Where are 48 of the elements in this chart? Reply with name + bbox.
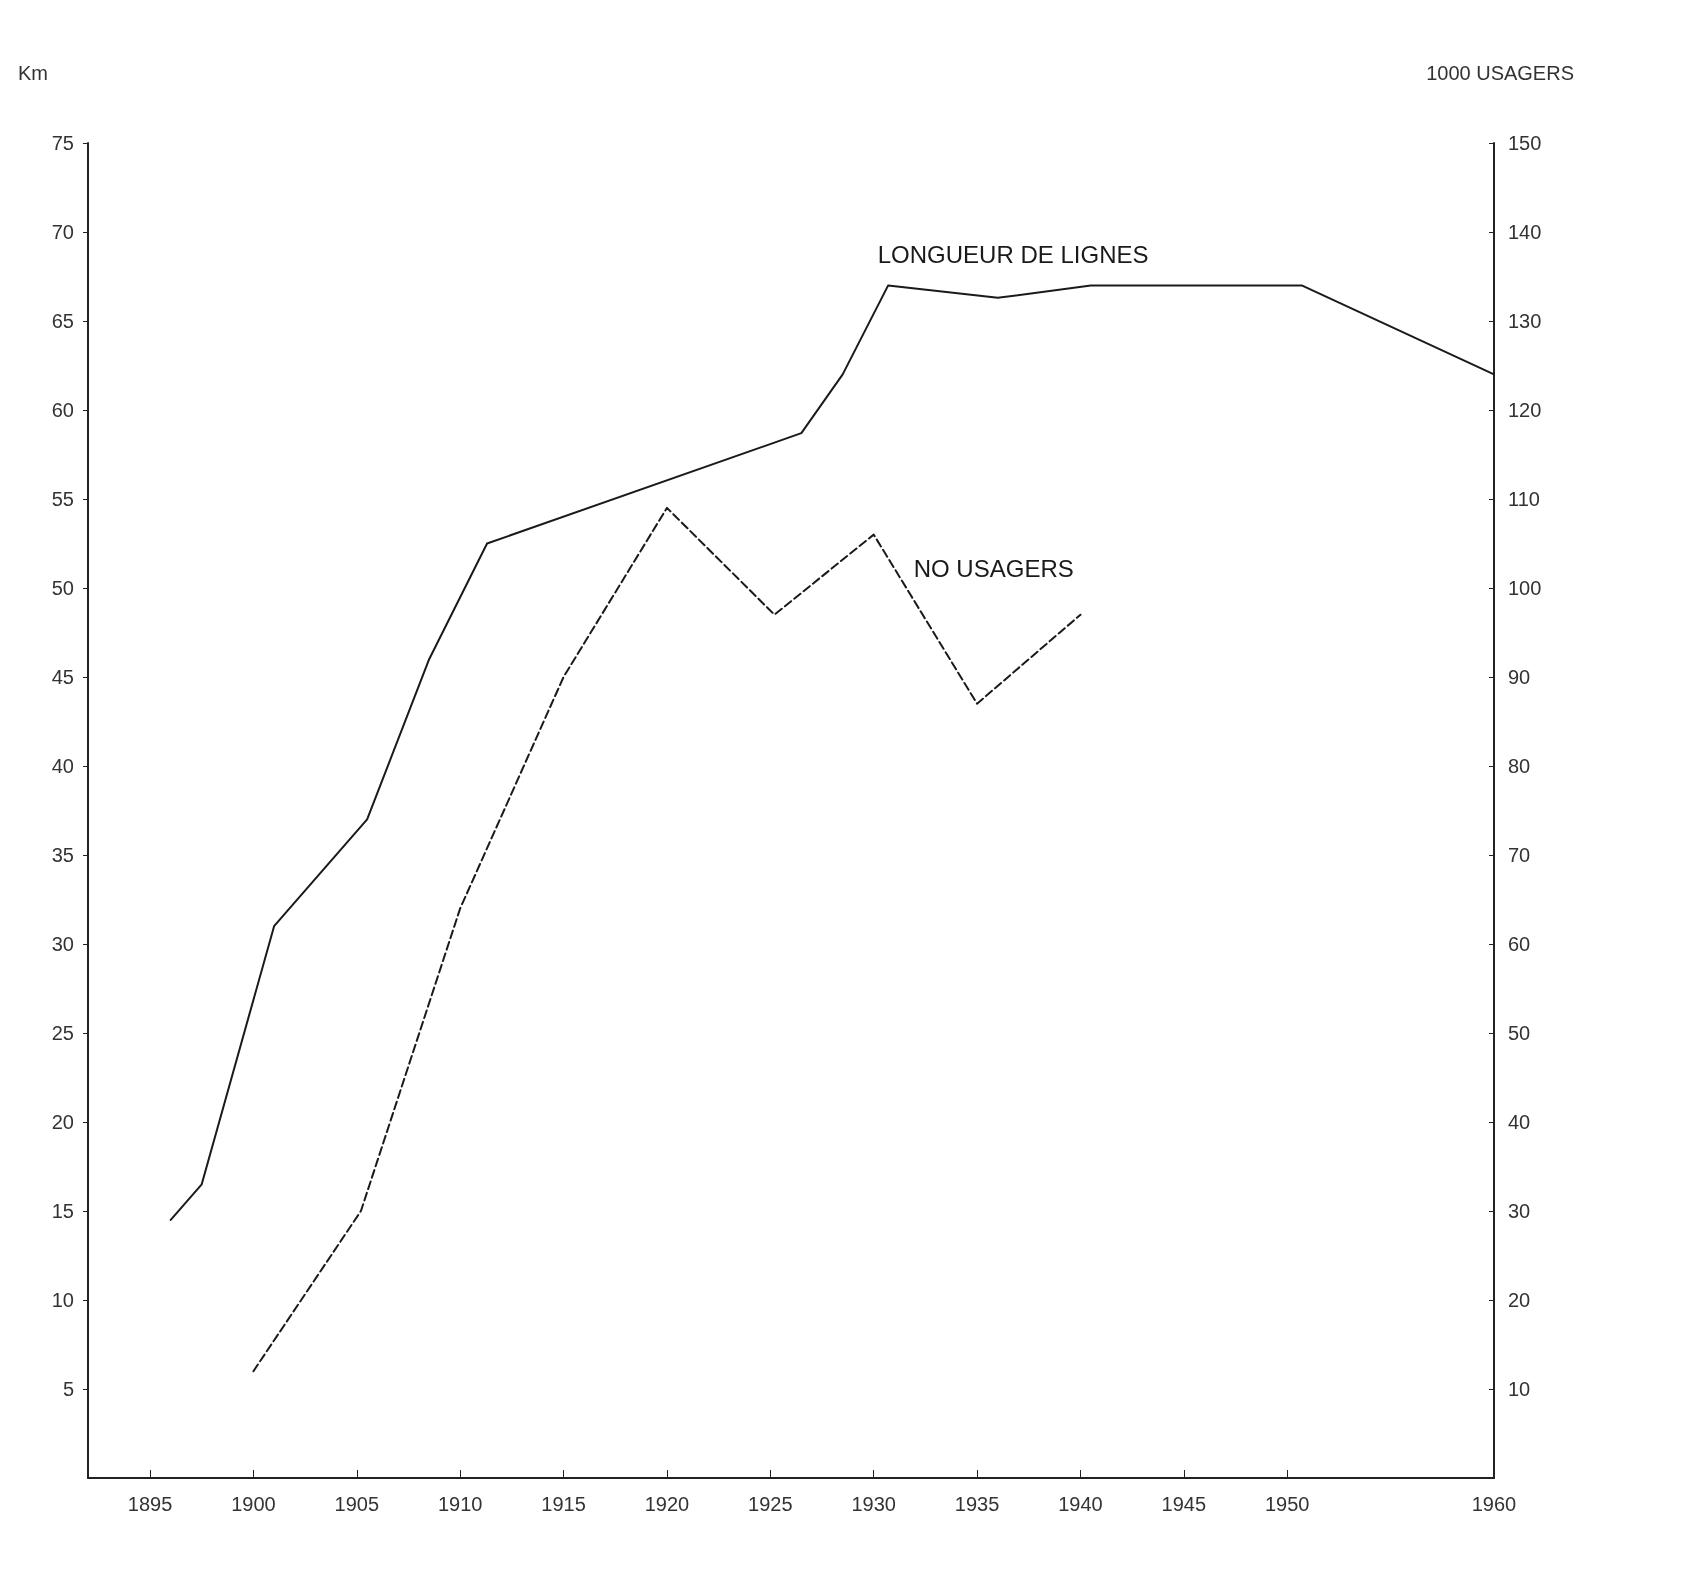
y2-tick-label: 70 xyxy=(1508,844,1531,866)
x-tick-label: 1900 xyxy=(231,1493,276,1515)
series-label: LONGUEUR DE LIGNES xyxy=(877,241,1149,269)
y2-axis-title: 1000 USAGERS xyxy=(1426,62,1574,84)
y-tick-label: 70 xyxy=(51,221,74,243)
y2-tick-label: 100 xyxy=(1508,577,1542,599)
y2-tick-label: 90 xyxy=(1508,666,1531,688)
y-tick-label: 30 xyxy=(51,933,74,955)
y-tick-label: 55 xyxy=(51,488,74,510)
y2-tick-label: 150 xyxy=(1508,132,1542,154)
y-axis-title: Km xyxy=(18,62,48,84)
x-tick-label: 1960 xyxy=(1471,1493,1517,1515)
x-tick-label: 1895 xyxy=(127,1493,173,1515)
y-tick-label: 5 xyxy=(62,1378,74,1400)
y2-tick-label: 130 xyxy=(1508,310,1542,332)
y2-tick-label: 40 xyxy=(1508,1111,1531,1133)
y-tick-label: 50 xyxy=(51,577,74,599)
x-tick-label: 1910 xyxy=(437,1493,483,1515)
x-tick-label: 1920 xyxy=(644,1493,690,1515)
x-tick-label: 1915 xyxy=(541,1493,586,1515)
y-tick-label: 65 xyxy=(51,310,74,332)
x-tick-label: 1905 xyxy=(334,1493,380,1515)
y-tick-label: 40 xyxy=(51,755,74,777)
y-tick-label: 20 xyxy=(51,1111,74,1133)
x-tick-label: 1925 xyxy=(748,1493,793,1515)
line-series xyxy=(252,506,1082,1373)
x-tick-label: 1935 xyxy=(954,1493,1000,1515)
series-label: NO USAGERS xyxy=(913,555,1074,583)
x-tick-label: 1950 xyxy=(1264,1493,1310,1515)
y-tick-label: 35 xyxy=(51,844,74,866)
y2-tick-label: 120 xyxy=(1508,399,1542,421)
y2-tick-label: 10 xyxy=(1508,1378,1531,1400)
y2-tick-label: 50 xyxy=(1508,1022,1531,1044)
y-tick-label: 10 xyxy=(51,1289,74,1311)
y-tick-label: 45 xyxy=(51,666,74,688)
y2-tick-label: 30 xyxy=(1508,1200,1531,1222)
y-tick-label: 15 xyxy=(51,1200,74,1222)
x-tick-label: 1930 xyxy=(851,1493,896,1515)
x-tick-label: 1945 xyxy=(1161,1493,1207,1515)
y-tick-label: 60 xyxy=(51,399,74,421)
y2-tick-label: 20 xyxy=(1508,1289,1531,1311)
y2-tick-label: 110 xyxy=(1508,488,1540,510)
y2-tick-label: 80 xyxy=(1508,755,1531,777)
y2-tick-label: 60 xyxy=(1508,933,1531,955)
y-tick-label: 75 xyxy=(51,132,74,154)
y-tick-label: 25 xyxy=(51,1022,74,1044)
x-tick-label: 1940 xyxy=(1058,1493,1103,1515)
y2-tick-label: 140 xyxy=(1508,221,1542,243)
